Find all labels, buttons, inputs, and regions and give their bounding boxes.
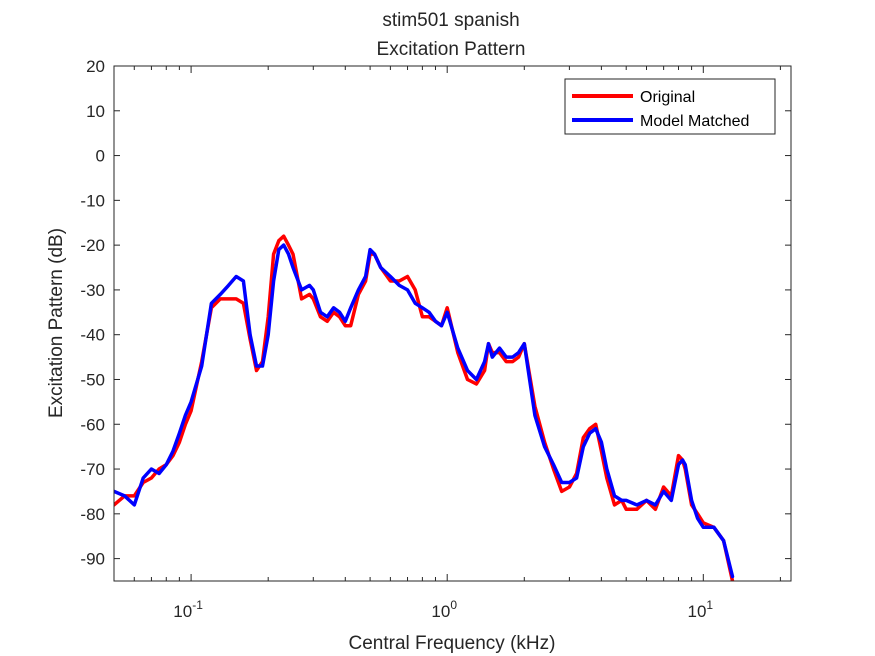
legend-box bbox=[564, 78, 776, 135]
series-line-original bbox=[114, 234, 735, 581]
y-tick-label: -40 bbox=[80, 326, 105, 345]
series-layer bbox=[114, 234, 735, 581]
y-tick-label: -70 bbox=[80, 460, 105, 479]
y-tick-label: -20 bbox=[80, 236, 105, 255]
legend-label-original: Original bbox=[640, 89, 695, 106]
y-tick-label: -10 bbox=[80, 191, 105, 210]
y-tick-label: 10 bbox=[86, 102, 105, 121]
y-tick-label: -50 bbox=[80, 370, 105, 389]
y-tick-label: -60 bbox=[80, 415, 105, 434]
y-tick-label: -80 bbox=[80, 505, 105, 524]
plot-frame bbox=[113, 65, 792, 582]
y-tick-label: -90 bbox=[80, 550, 105, 569]
y-tick-label: 20 bbox=[86, 57, 105, 76]
y-axis-label: Excitation Pattern (dB) bbox=[46, 228, 67, 418]
y-tick-label: -30 bbox=[80, 281, 105, 300]
series-line-model-matched bbox=[114, 243, 735, 579]
legend: Original Model Matched bbox=[564, 78, 776, 135]
chart-subtitle: Excitation Pattern bbox=[377, 39, 526, 60]
x-axis-label: Central Frequency (kHz) bbox=[349, 633, 556, 654]
legend-label-model-matched: Model Matched bbox=[640, 113, 749, 130]
y-tick-label: 0 bbox=[96, 147, 105, 166]
chart-title: stim501 spanish bbox=[382, 10, 519, 31]
